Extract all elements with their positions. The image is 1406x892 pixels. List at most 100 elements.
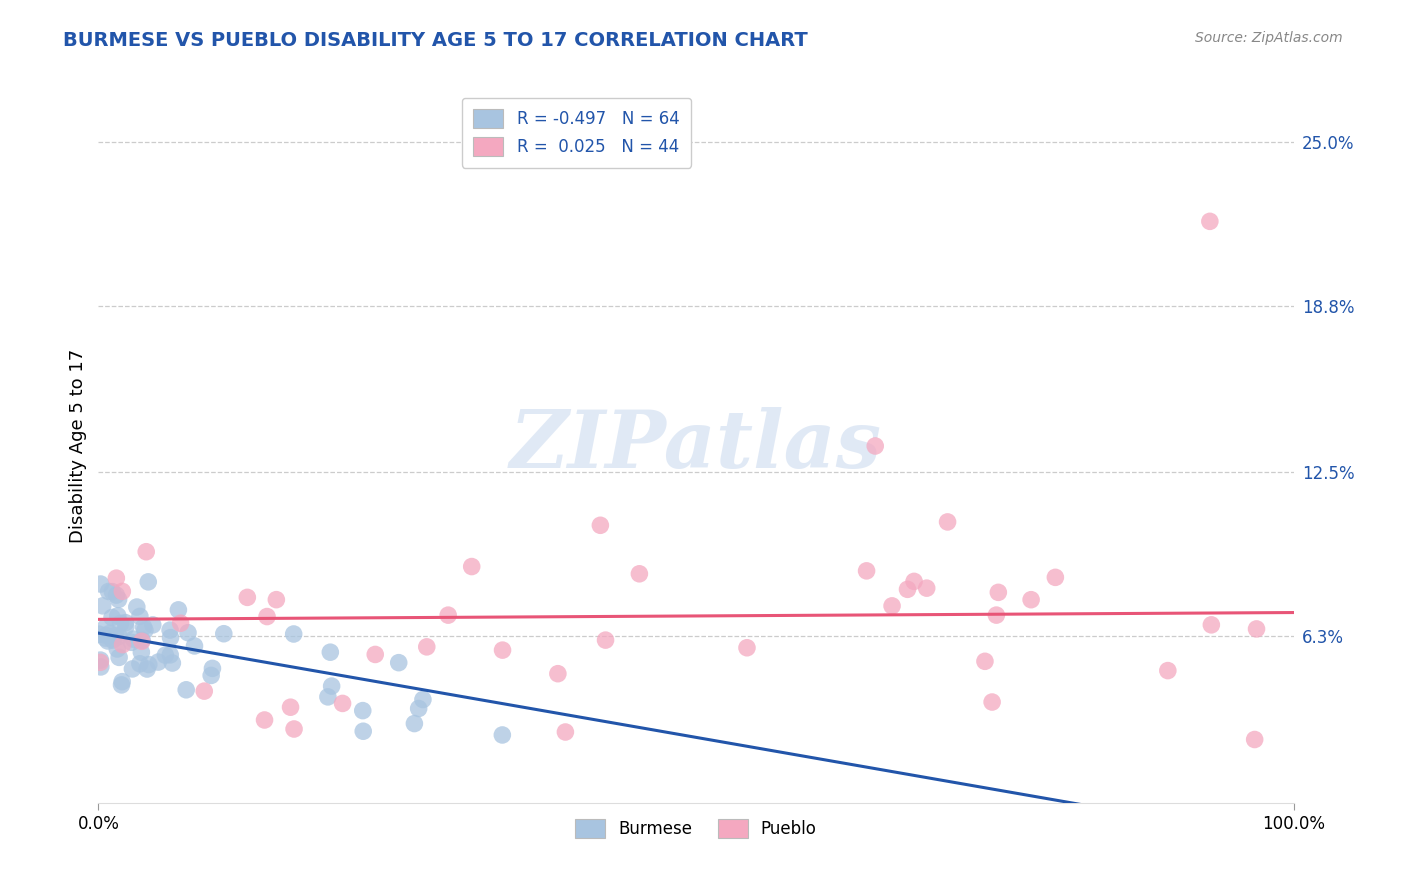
- Point: [111, 638, 134, 652]
- Point: [167, 603, 190, 617]
- Point: [177, 625, 200, 640]
- Point: [136, 574, 159, 589]
- Point: [1243, 732, 1265, 747]
- Point: [122, 632, 145, 647]
- Point: [135, 545, 157, 559]
- Point: [554, 725, 576, 739]
- Point: [90, 577, 112, 591]
- Point: [903, 574, 925, 589]
- Point: [121, 662, 143, 676]
- Point: [352, 724, 374, 739]
- Point: [94, 620, 117, 634]
- Point: [193, 684, 215, 698]
- Point: [896, 582, 918, 597]
- Legend: Burmese, Pueblo: Burmese, Pueblo: [568, 812, 824, 845]
- Point: [108, 630, 131, 644]
- Point: [1157, 664, 1180, 678]
- Point: [981, 695, 1004, 709]
- Point: [319, 645, 342, 659]
- Point: [94, 631, 117, 645]
- Text: Source: ZipAtlas.com: Source: ZipAtlas.com: [1195, 31, 1343, 45]
- Point: [404, 716, 426, 731]
- Point: [105, 588, 128, 602]
- Point: [974, 654, 997, 668]
- Point: [316, 690, 339, 704]
- Point: [491, 643, 513, 657]
- Point: [321, 679, 343, 693]
- Point: [91, 599, 114, 613]
- Point: [169, 616, 191, 631]
- Point: [1199, 214, 1222, 228]
- Point: [159, 631, 181, 645]
- Point: [253, 713, 276, 727]
- Point: [987, 585, 1010, 599]
- Point: [332, 697, 354, 711]
- Point: [212, 626, 235, 640]
- Point: [416, 640, 439, 654]
- Point: [101, 584, 124, 599]
- Point: [96, 628, 118, 642]
- Point: [131, 634, 153, 648]
- Point: [89, 627, 111, 641]
- Point: [159, 648, 181, 662]
- Point: [111, 674, 134, 689]
- Point: [108, 650, 131, 665]
- Point: [266, 592, 288, 607]
- Point: [159, 623, 181, 637]
- Point: [131, 633, 153, 648]
- Point: [125, 600, 148, 615]
- Point: [101, 610, 124, 624]
- Point: [131, 645, 153, 659]
- Point: [1201, 618, 1223, 632]
- Point: [142, 618, 165, 632]
- Text: ZIPatlas: ZIPatlas: [510, 408, 882, 484]
- Point: [110, 616, 132, 631]
- Point: [105, 571, 128, 585]
- Text: BURMESE VS PUEBLO DISABILITY AGE 5 TO 17 CORRELATION CHART: BURMESE VS PUEBLO DISABILITY AGE 5 TO 17…: [63, 31, 808, 50]
- Y-axis label: Disability Age 5 to 17: Disability Age 5 to 17: [69, 349, 87, 543]
- Point: [1019, 592, 1042, 607]
- Point: [110, 678, 132, 692]
- Point: [104, 628, 127, 642]
- Point: [595, 633, 617, 648]
- Point: [136, 662, 159, 676]
- Point: [97, 634, 120, 648]
- Point: [437, 608, 460, 623]
- Point: [89, 653, 111, 667]
- Point: [138, 657, 160, 672]
- Point: [1045, 570, 1067, 584]
- Point: [200, 668, 222, 682]
- Point: [880, 599, 903, 613]
- Point: [256, 609, 278, 624]
- Point: [936, 515, 959, 529]
- Point: [183, 639, 205, 653]
- Point: [865, 439, 887, 453]
- Point: [129, 609, 152, 624]
- Point: [735, 640, 758, 655]
- Point: [134, 624, 156, 638]
- Point: [628, 566, 651, 581]
- Point: [460, 559, 482, 574]
- Point: [547, 666, 569, 681]
- Point: [280, 700, 302, 714]
- Point: [412, 692, 434, 706]
- Point: [89, 656, 111, 670]
- Point: [128, 657, 150, 671]
- Point: [162, 656, 184, 670]
- Point: [107, 592, 129, 607]
- Point: [97, 584, 120, 599]
- Point: [174, 682, 197, 697]
- Point: [855, 564, 877, 578]
- Point: [148, 655, 170, 669]
- Point: [283, 627, 305, 641]
- Point: [101, 633, 124, 648]
- Point: [111, 584, 134, 599]
- Point: [388, 656, 411, 670]
- Point: [589, 518, 612, 533]
- Point: [986, 608, 1008, 623]
- Point: [408, 701, 430, 715]
- Point: [201, 661, 224, 675]
- Point: [236, 591, 259, 605]
- Point: [132, 620, 155, 634]
- Point: [364, 648, 387, 662]
